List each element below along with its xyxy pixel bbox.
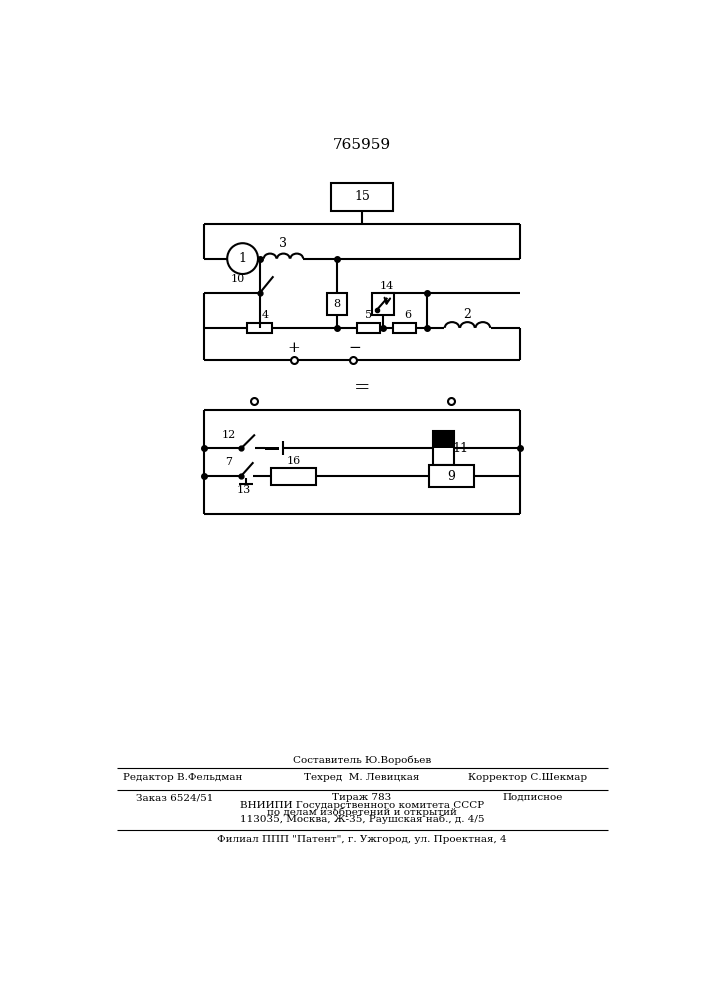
- Text: 6: 6: [404, 310, 411, 320]
- Text: +: +: [288, 341, 300, 355]
- Text: 10: 10: [231, 274, 245, 284]
- Bar: [247, 323, 272, 333]
- Text: 4: 4: [262, 310, 269, 320]
- Bar: [433, 431, 455, 465]
- Text: 15: 15: [354, 190, 370, 204]
- Text: 12: 12: [221, 430, 236, 440]
- Bar: [372, 293, 394, 315]
- Text: Редактор В.Фельдман: Редактор В.Фельдман: [123, 773, 243, 782]
- Bar: [433, 431, 455, 448]
- Text: Заказ 6524/51: Заказ 6524/51: [136, 793, 214, 802]
- Bar: [393, 323, 416, 333]
- Text: Составитель Ю.Воробьев: Составитель Ю.Воробьев: [293, 756, 431, 765]
- Text: 113035, Москва, Ж-35, Раушская наб., д. 4/5: 113035, Москва, Ж-35, Раушская наб., д. …: [240, 814, 484, 824]
- Text: Техред  М. Левицкая: Техред М. Левицкая: [304, 773, 420, 782]
- Text: 2: 2: [464, 308, 472, 321]
- Text: 9: 9: [448, 470, 455, 483]
- Bar: [331, 183, 393, 211]
- Text: 5: 5: [366, 310, 373, 320]
- Text: ВНИИПИ Государственного комитета СССР: ВНИИПИ Государственного комитета СССР: [240, 801, 484, 810]
- Text: Подписное: Подписное: [503, 793, 563, 802]
- Text: 8: 8: [333, 299, 340, 309]
- Text: Тираж 783: Тираж 783: [332, 793, 392, 802]
- Text: 13: 13: [237, 485, 251, 495]
- Text: 7: 7: [226, 457, 232, 467]
- Text: 765959: 765959: [333, 138, 391, 152]
- Text: 11: 11: [452, 442, 469, 455]
- Text: 1: 1: [238, 252, 247, 265]
- Bar: [327, 293, 346, 315]
- Text: Филиал ППП "Патент", г. Ужгород, ул. Проектная, 4: Филиал ППП "Патент", г. Ужгород, ул. Про…: [217, 835, 507, 844]
- Text: =: =: [354, 379, 370, 397]
- Bar: [429, 465, 474, 487]
- Text: −: −: [349, 341, 361, 355]
- Bar: [265, 447, 279, 450]
- Text: по делам изобретений и открытий: по делам изобретений и открытий: [267, 807, 457, 817]
- Text: Корректор С.Шекмар: Корректор С.Шекмар: [468, 773, 587, 782]
- Bar: [271, 468, 316, 485]
- Text: 16: 16: [286, 456, 300, 466]
- Bar: [357, 323, 380, 333]
- Text: 3: 3: [279, 237, 288, 250]
- Text: 14: 14: [380, 281, 394, 291]
